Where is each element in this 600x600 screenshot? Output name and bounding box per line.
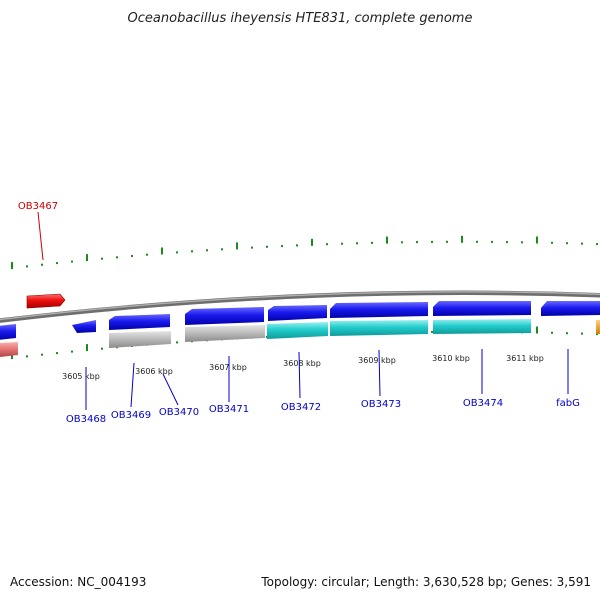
- gene-label-OB3474[interactable]: OB3474: [463, 398, 503, 409]
- feature-track: [0, 293, 600, 357]
- accession-text: Accession: NC_004193: [10, 575, 146, 589]
- gene-arrow-OB3469[interactable]: [109, 314, 170, 330]
- backbone-highlight: [0, 291, 600, 321]
- gene-label-OB3468[interactable]: OB3468: [66, 414, 106, 425]
- feature-orange-edge[interactable]: [596, 320, 600, 334]
- scale-label-3605: 3605 kbp: [62, 372, 100, 381]
- leader-OB3470: [162, 373, 179, 406]
- map-title: Oceanobacillus iheyensis HTE831, complet…: [128, 11, 473, 26]
- scale-labels: 3605 kbp 3606 kbp 3607 kbp 3608 kbp 3609…: [62, 354, 544, 381]
- gene-label-OB3470[interactable]: OB3470: [159, 407, 199, 418]
- gene-label-fabG[interactable]: fabG: [556, 398, 580, 409]
- gene-arrow-OB3472[interactable]: [268, 305, 327, 321]
- feature-pink-left[interactable]: [0, 342, 18, 357]
- feature-gray-OB3469[interactable]: [109, 331, 171, 348]
- scale-label-3610: 3610 kbp: [432, 354, 470, 363]
- gene-arrow-OB3467[interactable]: [26, 293, 66, 309]
- gene-arrow-OB3474[interactable]: [433, 301, 531, 316]
- gene-labels: OB3467 OB3468 OB3469 OB3470 OB3471 OB347…: [18, 201, 580, 425]
- gene-arrow-OB3468[interactable]: [72, 320, 96, 333]
- gene-label-OB3469[interactable]: OB3469: [111, 410, 151, 421]
- feature-rna-OB3473[interactable]: [330, 320, 428, 336]
- gene-arrow-left-edge[interactable]: [0, 324, 16, 340]
- feature-rna-OB3472[interactable]: [267, 322, 328, 339]
- scale-label-3608: 3608 kbp: [283, 359, 321, 368]
- scale-label-3606: 3606 kbp: [135, 367, 173, 376]
- gene-arrow-fabG[interactable]: [541, 301, 600, 316]
- gene-label-OB3472[interactable]: OB3472: [281, 402, 321, 413]
- leader-OB3469: [130, 362, 135, 408]
- gene-label-OB3467[interactable]: OB3467: [18, 201, 58, 212]
- gene-label-leaders: [37, 211, 569, 410]
- feature-rna-OB3474[interactable]: [433, 319, 531, 334]
- gene-label-OB3473[interactable]: OB3473: [361, 399, 401, 410]
- topology-summary-text: Topology: circular; Length: 3,630,528 bp…: [260, 575, 591, 589]
- backbone-line: [0, 290, 600, 323]
- gene-arrow-OB3471[interactable]: [185, 307, 264, 325]
- leader-OB3467: [37, 211, 44, 261]
- feature-gray-OB3471[interactable]: [185, 325, 265, 342]
- gene-arrow-OB3473[interactable]: [330, 302, 428, 318]
- scale-label-3611: 3611 kbp: [506, 354, 544, 363]
- leader-OB3472: [298, 351, 301, 399]
- leader-OB3473: [378, 349, 381, 397]
- gene-label-OB3471[interactable]: OB3471: [209, 404, 249, 415]
- scale-label-3609: 3609 kbp: [358, 356, 396, 365]
- scale-label-3607: 3607 kbp: [209, 363, 247, 372]
